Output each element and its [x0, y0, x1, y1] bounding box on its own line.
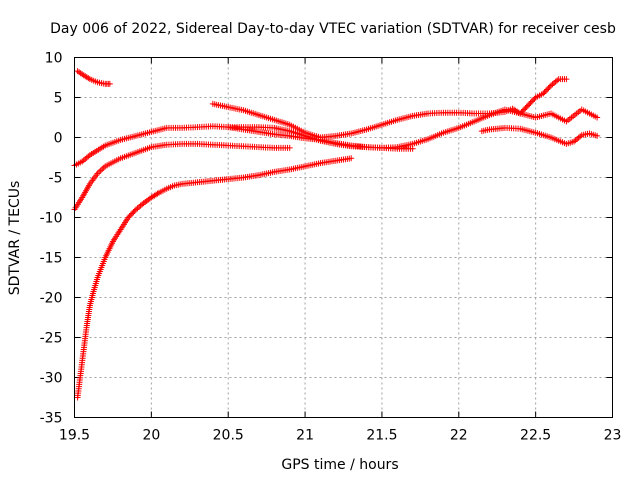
chart-title: Day 006 of 2022, Sidereal Day-to-day VTE…	[50, 21, 616, 37]
data-point	[106, 80, 113, 87]
data-point	[531, 95, 538, 102]
y-tick-label: -5	[49, 171, 63, 187]
data-point	[527, 99, 534, 106]
x-tick-labels: 19.5 20 20.5 21 21.5 22 22.5 23	[59, 428, 622, 444]
x-tick-label: 19.5	[59, 428, 90, 444]
data-point	[528, 98, 535, 105]
data-point	[540, 90, 547, 97]
series-sat-g	[478, 124, 601, 147]
data-point	[409, 145, 416, 152]
y-tick-label: -15	[40, 251, 63, 267]
y-tick-label: 10	[45, 51, 63, 67]
y-tick-label: 5	[54, 91, 63, 107]
data-point	[542, 87, 549, 94]
x-tick-label: 21.5	[366, 428, 397, 444]
series-sat-f	[225, 124, 416, 152]
data-point	[518, 109, 525, 116]
y-tick-label: -25	[40, 331, 63, 347]
plot-frame	[74, 57, 613, 418]
data-point	[97, 167, 104, 174]
data-point	[519, 107, 526, 114]
y-tick-label: -35	[40, 411, 63, 427]
data-point	[517, 110, 524, 117]
y-axis-title: SDTVAR / TECUs	[7, 181, 23, 296]
data-point	[521, 106, 528, 113]
axis-ticks	[74, 57, 613, 418]
series-sat-c	[71, 140, 293, 213]
data-point	[522, 105, 529, 112]
y-tick-label: -30	[40, 371, 63, 387]
y-tick-label: -10	[40, 211, 63, 227]
data-point	[544, 86, 551, 93]
data-point	[99, 166, 106, 173]
data-point	[546, 83, 553, 90]
data-point	[541, 89, 548, 96]
data-point	[127, 211, 134, 218]
x-tick-label: 20.5	[213, 428, 244, 444]
y-tick-labels: -35 -30 -25 -20 -15 -10 -5 0 5 10	[40, 51, 63, 427]
data-point	[524, 102, 531, 109]
series-sat-a	[74, 68, 113, 87]
data-point	[96, 169, 103, 176]
y-tick-label: -20	[40, 291, 63, 307]
series-sat-e	[209, 76, 570, 141]
data-series	[71, 68, 601, 401]
grid-lines	[74, 57, 613, 418]
data-point	[348, 155, 355, 162]
x-tick-label: 22	[450, 428, 468, 444]
data-point	[131, 207, 138, 214]
data-point	[129, 210, 136, 217]
x-tick-label: 22.5	[520, 428, 551, 444]
x-tick-label: 21	[296, 428, 314, 444]
data-point	[530, 97, 537, 104]
data-point	[594, 114, 601, 121]
y-tick-label: 0	[54, 131, 63, 147]
data-point	[286, 144, 293, 151]
data-point	[130, 209, 137, 216]
x-tick-label: 23	[604, 428, 622, 444]
data-point	[563, 76, 570, 83]
data-point	[125, 214, 132, 221]
x-tick-label: 20	[142, 428, 160, 444]
data-point	[594, 132, 601, 139]
data-point	[523, 103, 530, 110]
x-axis-title: GPS time / hours	[281, 457, 398, 473]
data-point	[526, 101, 533, 108]
data-point	[545, 85, 552, 92]
series-sat-d	[74, 155, 355, 401]
data-point	[126, 213, 133, 220]
